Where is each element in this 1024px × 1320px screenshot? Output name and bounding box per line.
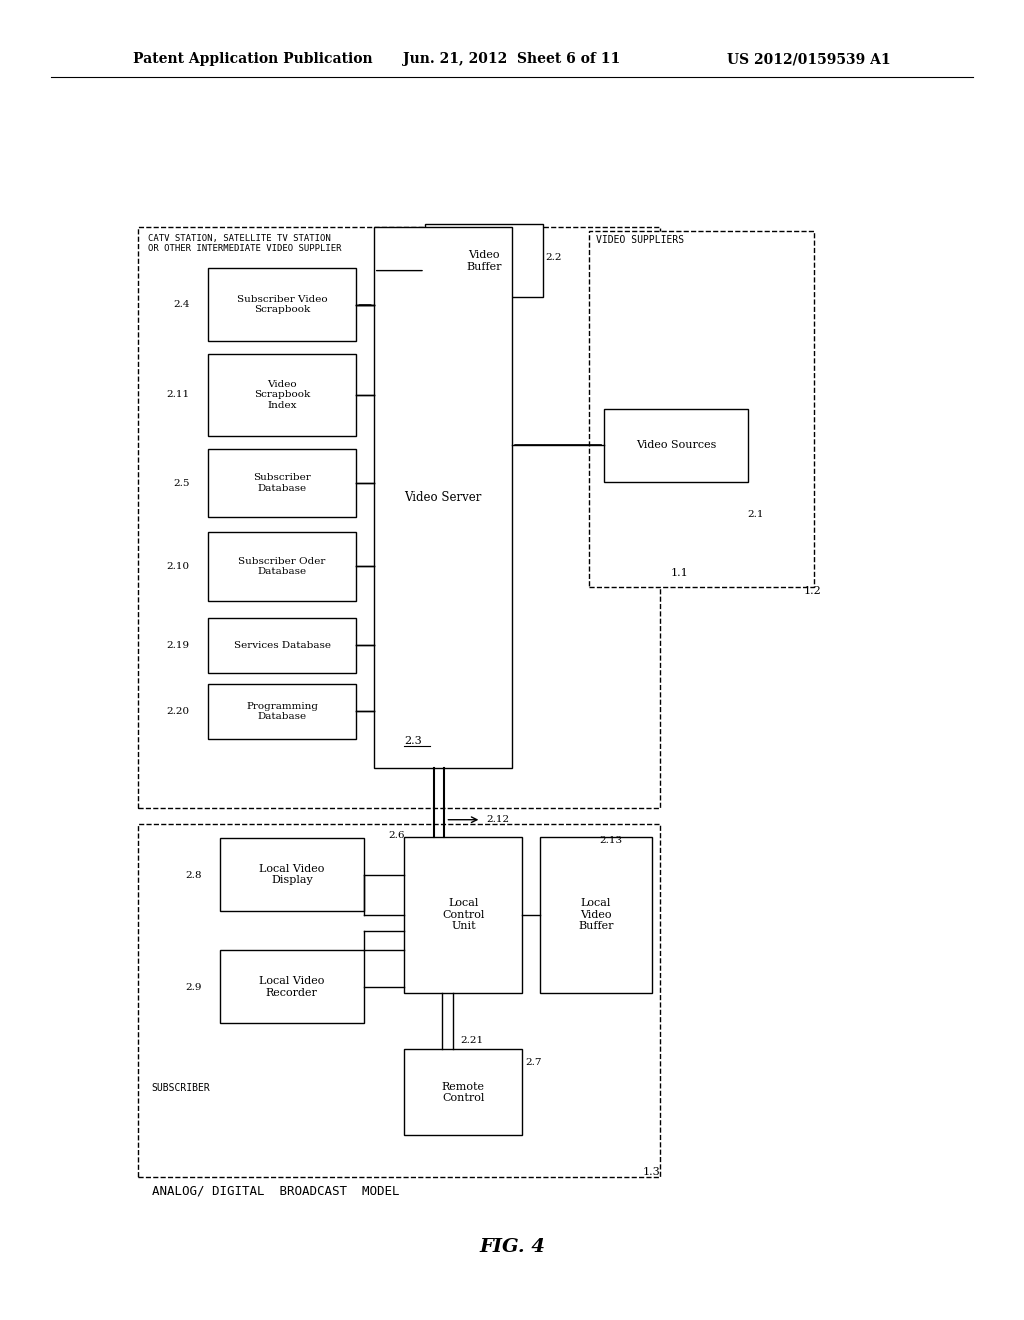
Text: Local
Control
Unit: Local Control Unit	[442, 898, 484, 932]
Text: ANALOG/ DIGITAL  BROADCAST  MODEL: ANALOG/ DIGITAL BROADCAST MODEL	[152, 1184, 399, 1197]
Text: FIG. 4: FIG. 4	[479, 1238, 545, 1257]
FancyBboxPatch shape	[208, 532, 356, 601]
FancyBboxPatch shape	[540, 837, 652, 993]
Text: 2.1: 2.1	[748, 511, 764, 519]
FancyBboxPatch shape	[208, 449, 356, 517]
Text: Local Video
Display: Local Video Display	[259, 863, 325, 886]
Text: 2.2: 2.2	[546, 253, 562, 261]
Text: Programming
Database: Programming Database	[246, 702, 318, 721]
Text: 1.2: 1.2	[804, 586, 821, 597]
Text: US 2012/0159539 A1: US 2012/0159539 A1	[727, 53, 891, 66]
FancyBboxPatch shape	[208, 618, 356, 673]
Text: 2.5: 2.5	[173, 479, 189, 487]
Text: CATV STATION, SATELLITE TV STATION
OR OTHER INTERMEDIATE VIDEO SUPPLIER: CATV STATION, SATELLITE TV STATION OR OT…	[148, 234, 342, 253]
FancyBboxPatch shape	[220, 950, 364, 1023]
Text: 2.10: 2.10	[166, 562, 189, 570]
FancyBboxPatch shape	[404, 1049, 522, 1135]
FancyBboxPatch shape	[220, 838, 364, 911]
Text: Video Sources: Video Sources	[636, 441, 716, 450]
Text: 1.1: 1.1	[671, 568, 688, 578]
Text: Subscriber
Database: Subscriber Database	[253, 474, 311, 492]
Text: 2.6: 2.6	[388, 832, 404, 840]
Text: 2.3: 2.3	[404, 735, 422, 746]
Text: Remote
Control: Remote Control	[442, 1081, 484, 1104]
FancyBboxPatch shape	[208, 268, 356, 341]
FancyBboxPatch shape	[208, 684, 356, 739]
Text: 1.3: 1.3	[643, 1167, 660, 1177]
Text: Patent Application Publication: Patent Application Publication	[133, 53, 373, 66]
Text: 2.4: 2.4	[173, 301, 189, 309]
Text: SUBSCRIBER: SUBSCRIBER	[152, 1082, 210, 1093]
Text: Video Server: Video Server	[404, 491, 481, 504]
Text: 2.9: 2.9	[185, 983, 202, 991]
FancyBboxPatch shape	[425, 224, 543, 297]
Text: Jun. 21, 2012  Sheet 6 of 11: Jun. 21, 2012 Sheet 6 of 11	[403, 53, 621, 66]
FancyBboxPatch shape	[138, 824, 660, 1177]
Text: Video
Scrapbook
Index: Video Scrapbook Index	[254, 380, 310, 409]
Text: Video
Buffer: Video Buffer	[466, 249, 502, 272]
Text: Local
Video
Buffer: Local Video Buffer	[579, 898, 613, 932]
Text: 2.21: 2.21	[461, 1036, 484, 1045]
FancyBboxPatch shape	[208, 354, 356, 436]
Text: 2.7: 2.7	[525, 1059, 542, 1067]
Text: VIDEO SUPPLIERS: VIDEO SUPPLIERS	[596, 235, 684, 246]
FancyBboxPatch shape	[604, 409, 748, 482]
Text: 2.20: 2.20	[166, 708, 189, 715]
Text: 2.8: 2.8	[185, 871, 202, 879]
Text: 2.11: 2.11	[166, 391, 189, 399]
FancyBboxPatch shape	[374, 227, 512, 768]
FancyBboxPatch shape	[589, 231, 814, 587]
Text: Subscriber Oder
Database: Subscriber Oder Database	[239, 557, 326, 576]
Text: 2.19: 2.19	[166, 642, 189, 649]
Text: Services Database: Services Database	[233, 642, 331, 649]
Text: Local Video
Recorder: Local Video Recorder	[259, 975, 325, 998]
FancyBboxPatch shape	[404, 837, 522, 993]
FancyBboxPatch shape	[138, 227, 660, 808]
Text: 2.12: 2.12	[486, 816, 510, 824]
Text: Subscriber Video
Scrapbook: Subscriber Video Scrapbook	[237, 294, 328, 314]
Text: 2.13: 2.13	[599, 837, 623, 845]
